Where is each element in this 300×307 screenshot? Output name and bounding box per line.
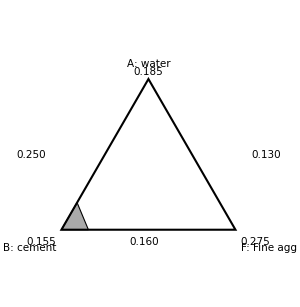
Text: 0.160: 0.160 xyxy=(129,237,159,247)
Text: 0.130: 0.130 xyxy=(251,150,281,160)
Text: B: cement: B: cement xyxy=(3,243,56,253)
Polygon shape xyxy=(61,203,88,230)
Text: A: water: A: water xyxy=(127,60,170,69)
Text: 0.275: 0.275 xyxy=(241,237,270,247)
Text: 0.185: 0.185 xyxy=(134,67,163,77)
Text: 0.155: 0.155 xyxy=(26,237,56,247)
Text: F: Fine agg: F: Fine agg xyxy=(241,243,297,253)
Text: 0.250: 0.250 xyxy=(16,150,46,160)
